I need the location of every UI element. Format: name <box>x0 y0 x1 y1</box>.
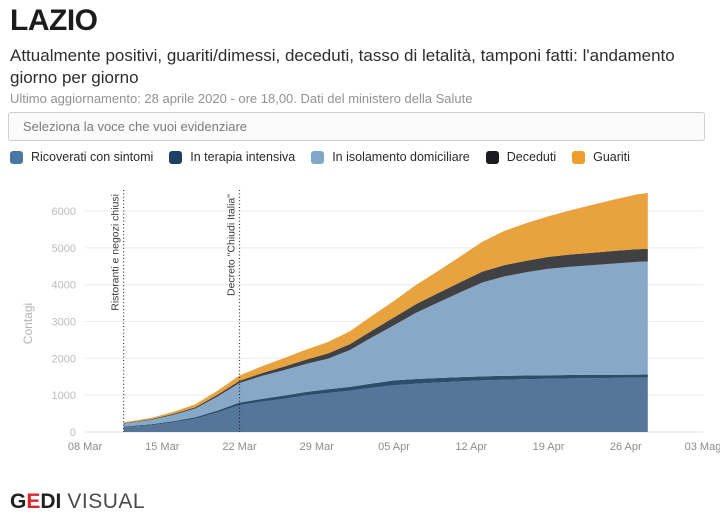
area-in-terapia-intensiva <box>123 374 648 428</box>
highlight-select-placeholder: Seleziona la voce che vuoi evidenziare <box>23 119 248 134</box>
legend-label: In terapia intensiva <box>190 150 296 164</box>
legend-swatch <box>311 150 325 164</box>
x-tick-label: 19 Apr <box>533 441 565 453</box>
last-update-text: Ultimo aggiornamento: 28 aprile 2020 - o… <box>10 91 473 106</box>
page-title: LAZIO <box>10 4 98 37</box>
x-tick-label: 12 Apr <box>455 441 487 453</box>
legend-item-deceduti[interactable]: Deceduti <box>485 150 557 164</box>
x-tick-label: 15 Mar <box>145 441 180 453</box>
logo-letter-e: E <box>26 490 41 513</box>
chart-legend: Ricoverati con sintomi In terapia intensi… <box>10 150 630 164</box>
legend-label: Ricoverati con sintomi <box>31 150 154 164</box>
logo-letter-g: G <box>10 490 27 513</box>
legend-item-guariti[interactable]: Guariti <box>572 150 630 164</box>
y-tick-label: 5000 <box>52 243 76 255</box>
legend-item-in-terapia-intensiva[interactable]: In terapia intensiva <box>169 150 295 164</box>
x-tick-label: 22 Mar <box>222 441 257 453</box>
legend-label: Deceduti <box>506 150 557 164</box>
x-tick-label: 29 Mar <box>300 441 335 453</box>
stacked-area-chart: 0 1000 2000 3000 4000 5000 6000 Contagi 08 Mar 15… <box>21 190 720 453</box>
annotation-label: Ristoranti e negozi chiusi <box>110 194 122 311</box>
y-axis-label: Contagi <box>21 303 35 344</box>
logo-visual-text: VISUAL <box>67 490 146 513</box>
logo-letters-di: DI <box>40 490 62 513</box>
gedi-visual-logo: GEDI VISUAL <box>10 490 145 514</box>
area-in-isolamento-domiciliare <box>123 261 648 427</box>
y-tick-label: 3000 <box>52 317 76 329</box>
x-tick-label: 26 Apr <box>610 441 642 453</box>
legend-label: Guariti <box>593 150 630 164</box>
x-tick-label: 03 Mag <box>685 441 720 453</box>
legend-item-in-isolamento-domiciliare[interactable]: In isolamento domiciliare <box>311 150 470 164</box>
page-subtitle: Attualmente positivi, guariti/dimessi, d… <box>10 46 675 87</box>
legend-swatch <box>485 150 499 164</box>
y-tick-label: 1000 <box>52 390 76 402</box>
legend-swatch <box>10 150 23 164</box>
highlight-select[interactable]: Seleziona la voce che vuoi evidenziare <box>8 112 705 141</box>
legend-swatch <box>572 150 586 164</box>
y-tick-label: 2000 <box>52 353 76 365</box>
area-guariti <box>123 193 648 424</box>
y-tick-label: 4000 <box>52 280 76 292</box>
x-tick-label: 05 Apr <box>378 441 410 453</box>
x-tick-label: 08 Mar <box>68 441 103 453</box>
legend-item-ricoverati-con-sintomi[interactable]: Ricoverati con sintomi <box>10 150 153 164</box>
annotation-label: Decreto "Chiudi Italia" <box>226 194 238 296</box>
area-ricoverati-con-sintomi <box>123 377 648 432</box>
legend-swatch <box>169 150 183 164</box>
y-tick-label: 0 <box>70 427 76 439</box>
y-tick-label: 6000 <box>52 206 76 218</box>
legend-label: In isolamento domiciliare <box>332 150 470 164</box>
